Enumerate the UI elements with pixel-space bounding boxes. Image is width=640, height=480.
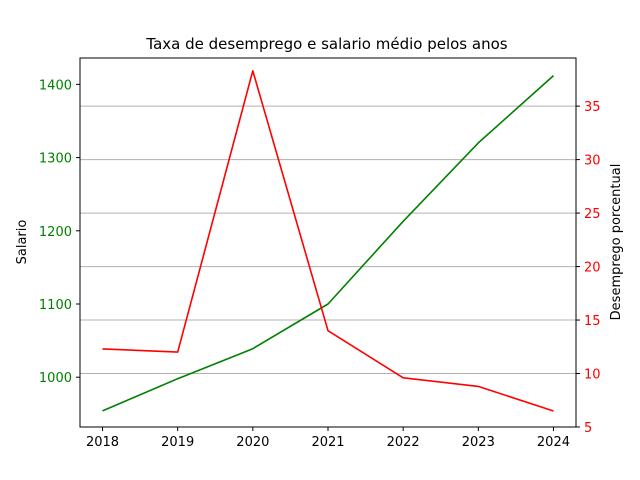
desemprego-line bbox=[102, 70, 554, 412]
y-right-tick-label: 20 bbox=[584, 261, 601, 276]
x-tick-label: 2019 bbox=[161, 435, 194, 450]
x-tick-label: 2022 bbox=[387, 435, 420, 450]
y-right-tick-label: 5 bbox=[584, 421, 592, 436]
y-right-tick-label: 25 bbox=[584, 207, 601, 222]
y-axis-left: 1000 1100 1200 1300 1400 bbox=[39, 78, 80, 386]
y-right-tick-label: 10 bbox=[584, 368, 601, 383]
y-left-tick-label: 1100 bbox=[39, 298, 72, 313]
chart-title: Taxa de desemprego e salario médio pelos… bbox=[145, 35, 507, 53]
y-left-tick-label: 1400 bbox=[39, 78, 72, 93]
salario-line bbox=[102, 75, 555, 412]
y-axis-left-label: Salario bbox=[15, 220, 30, 265]
y-right-tick-label: 30 bbox=[584, 154, 601, 169]
y-left-tick-label: 1200 bbox=[39, 225, 72, 240]
plot-frame bbox=[79, 57, 577, 428]
y-right-tick-label: 15 bbox=[584, 314, 601, 329]
x-tick-label: 2023 bbox=[462, 435, 495, 450]
y-axis-right-label: Desemprego porcentual bbox=[609, 164, 624, 321]
x-tick-label: 2018 bbox=[86, 435, 119, 450]
gridlines bbox=[80, 105, 576, 428]
y-left-tick-label: 1300 bbox=[39, 152, 72, 167]
x-tick-label: 2021 bbox=[311, 435, 344, 450]
y-right-tick-label: 35 bbox=[584, 100, 601, 115]
x-tick-label: 2020 bbox=[236, 435, 269, 450]
x-axis: 2018 2019 2020 2021 2022 2023 2024 bbox=[86, 427, 570, 450]
y-left-tick-label: 1000 bbox=[39, 371, 72, 386]
x-tick-label: 2024 bbox=[537, 435, 570, 450]
y-axis-right: 5 10 15 20 25 30 35 bbox=[576, 100, 601, 436]
series-lines bbox=[102, 70, 555, 412]
